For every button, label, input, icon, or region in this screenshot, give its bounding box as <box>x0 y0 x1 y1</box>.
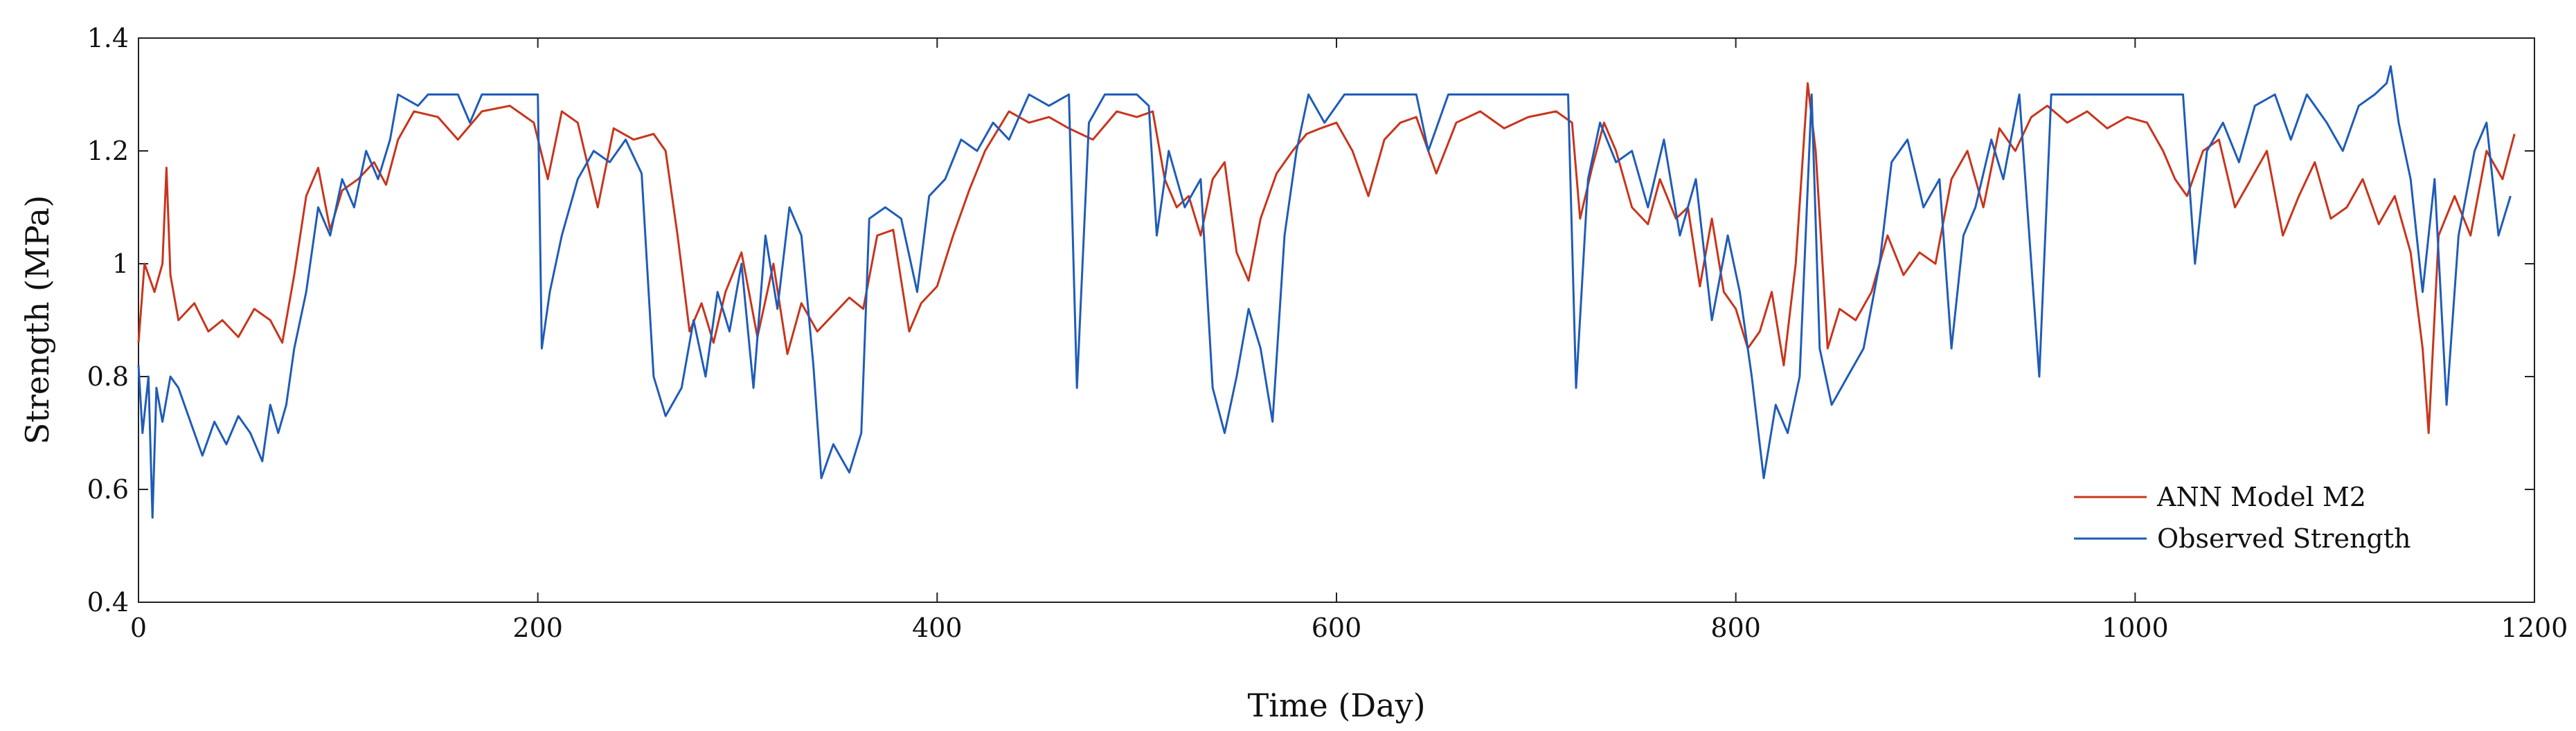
series-line-observed-strength <box>137 65 2512 519</box>
y-tick-label: 1 <box>112 249 129 279</box>
legend: ANN Model M2 Observed Strength <box>2074 482 2411 554</box>
legend-label-observed: Observed Strength <box>2157 523 2411 554</box>
x-axis-label: Time (Day) <box>1247 687 1425 724</box>
y-axis-label: Strength (MPa) <box>19 195 56 444</box>
y-tick-label: 1.4 <box>87 23 129 53</box>
y-tick-label: 0.6 <box>87 474 129 505</box>
series-layer <box>137 65 2516 519</box>
y-tick-label: 0.4 <box>87 587 129 617</box>
y-axis-ticks: 0.4 0.6 0.8 1 1.2 1.4 <box>87 23 2534 617</box>
y-tick-label: 0.8 <box>87 361 129 392</box>
x-tick-label: 1000 <box>2102 613 2169 643</box>
x-tick-label: 400 <box>912 613 963 643</box>
series-line-ann-model-m2 <box>137 82 2516 434</box>
x-tick-label: 600 <box>1312 613 1362 643</box>
x-tick-label: 800 <box>1710 613 1761 643</box>
x-tick-label: 200 <box>512 613 563 643</box>
x-tick-label: 1200 <box>2501 613 2568 643</box>
y-tick-label: 1.2 <box>87 136 129 166</box>
x-tick-label: 0 <box>130 613 147 643</box>
x-axis-ticks: 0 200 400 600 800 1000 1200 <box>130 38 2568 643</box>
legend-label-ann-model: ANN Model M2 <box>2156 482 2366 512</box>
